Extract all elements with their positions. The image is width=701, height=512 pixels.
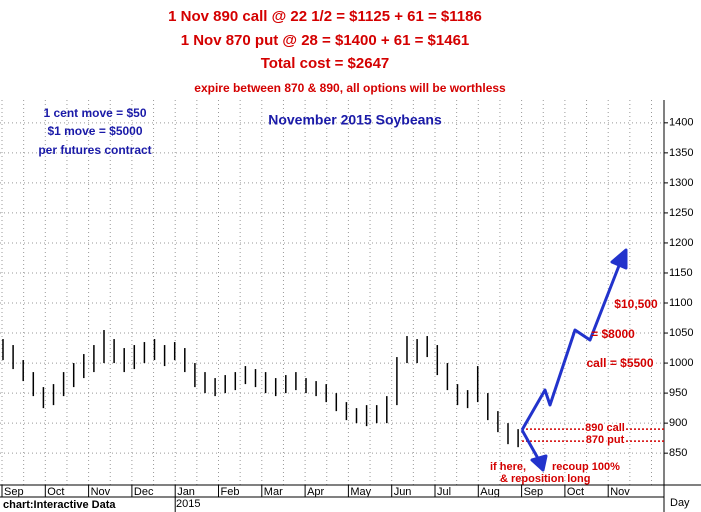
down-arrow-head — [530, 454, 548, 472]
year-label: 2015 — [176, 498, 200, 510]
x-tick-label: Mar — [264, 486, 283, 498]
source: chart:Interactive Data — [3, 499, 116, 511]
x-tick-label: May — [350, 486, 371, 498]
target-label: = $8000 — [591, 327, 635, 341]
x-tick-label: Sep — [4, 486, 24, 498]
downside-note: recoup 100% — [552, 461, 620, 473]
target-label: $10,500 — [614, 297, 658, 311]
y-tick-label: 1150 — [669, 267, 693, 279]
y-tick-label: 1200 — [669, 237, 693, 249]
y-tick-label: 1400 — [669, 117, 693, 129]
y-tick-label: 1000 — [669, 357, 693, 369]
header-line: 1 Nov 890 call @ 22 1/2 = $1125 + 61 = $… — [168, 8, 482, 25]
y-tick-label: 900 — [669, 417, 687, 429]
x-tick-label: Dec — [134, 486, 154, 498]
header-line: Total cost = $2647 — [261, 55, 390, 72]
x-unit: Day — [670, 497, 690, 509]
level-label: 890 call — [585, 422, 625, 434]
target-label: call = $5500 — [586, 356, 653, 370]
header-note: expire between 870 & 890, all options wi… — [194, 81, 506, 95]
downside-note: if here, — [490, 461, 526, 473]
y-tick-label: 1100 — [669, 297, 693, 309]
x-tick-label: Aug — [480, 486, 500, 498]
x-tick-label: Oct — [567, 486, 584, 498]
level-label: 870 put — [586, 434, 625, 446]
box-note: per futures contract — [38, 143, 151, 157]
arrows — [520, 248, 628, 472]
box-note: $1 move = $5000 — [47, 124, 142, 138]
x-tick-label: Sep — [524, 486, 544, 498]
x-tick-label: Jul — [437, 486, 451, 498]
y-tick-label: 950 — [669, 387, 687, 399]
y-tick-label: 1050 — [669, 327, 693, 339]
up-arrow — [520, 257, 624, 431]
y-tick-label: 1250 — [669, 207, 693, 219]
x-tick-label: Jun — [394, 486, 412, 498]
x-tick-label: Jan — [177, 486, 195, 498]
x-tick-label: Nov — [91, 486, 111, 498]
x-tick-label: Oct — [47, 486, 64, 498]
x-tick-label: Nov — [610, 486, 630, 498]
plot: 850 900 950 1000 1050 1100 1150 1200 1250 1300 135… — [0, 100, 701, 512]
chart-title: November 2015 Soybeans — [268, 112, 442, 128]
y-tick-label: 850 — [669, 447, 687, 459]
y-tick-label: 1300 — [669, 177, 693, 189]
down-arrow — [520, 429, 542, 463]
box-note: 1 cent move = $50 — [43, 106, 146, 120]
header-line: 1 Nov 870 put @ 28 = $1400 + 61 = $1461 — [181, 32, 470, 49]
downside-note: & reposition long — [500, 473, 590, 485]
up-arrow-head — [610, 248, 628, 270]
x-tick-label: Apr — [307, 486, 324, 498]
y-tick-label: 1350 — [669, 147, 693, 159]
x-tick-label: Feb — [221, 486, 240, 498]
